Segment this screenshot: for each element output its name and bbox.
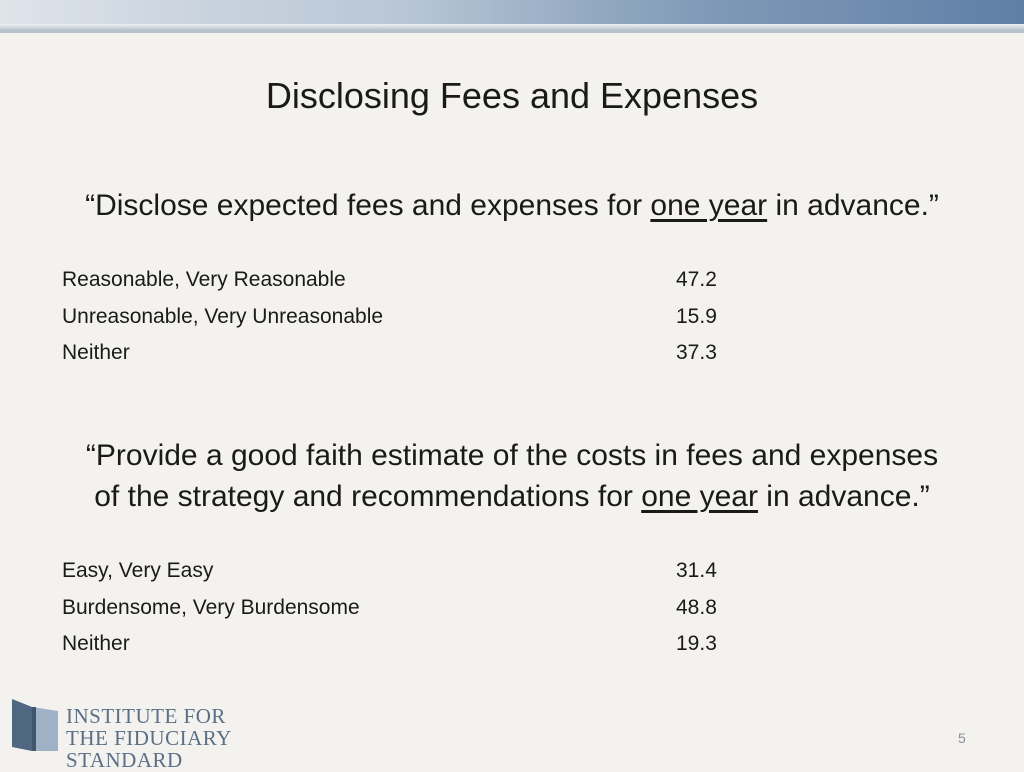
row-label: Neither (62, 341, 130, 365)
table-row: Burdensome, Very Burdensome 48.8 (62, 590, 782, 627)
row-label: Reasonable, Very Reasonable (62, 268, 346, 292)
row-value: 31.4 (676, 559, 717, 583)
row-value: 37.3 (676, 341, 717, 365)
page-number: 5 (958, 730, 966, 746)
table-row: Unreasonable, Very Unreasonable 15.9 (62, 299, 782, 336)
institute-logo: INSTITUTE FOR THE FIDUCIARY STANDARD (10, 695, 350, 771)
row-label: Neither (62, 632, 130, 656)
quote-line: of the strategy and recommendations for … (0, 476, 1024, 517)
results-table-disclose: Reasonable, Very Reasonable 47.2 Unreaso… (62, 262, 782, 372)
row-label: Easy, Very Easy (62, 559, 214, 583)
results-table-estimate: Easy, Very Easy 31.4 Burdensome, Very Bu… (62, 553, 782, 663)
row-label: Burdensome, Very Burdensome (62, 595, 360, 619)
top-banner (0, 0, 1024, 30)
quote-text: “Disclose expected fees and expenses for (85, 189, 651, 222)
logo-line: THE FIDUCIARY STANDARD (66, 726, 231, 772)
row-value: 15.9 (676, 304, 717, 328)
logo-wordmark: INSTITUTE FOR THE FIDUCIARY STANDARD (66, 705, 350, 771)
table-row: Easy, Very Easy 31.4 (62, 553, 782, 590)
table-row: Neither 37.3 (62, 335, 782, 372)
row-value: 48.8 (676, 595, 717, 619)
quote-emphasis: one year (641, 480, 758, 513)
table-row: Neither 19.3 (62, 626, 782, 663)
quote-emphasis: one year (650, 189, 768, 222)
banner-divider (0, 30, 1024, 33)
slide-title: Disclosing Fees and Expenses (265, 75, 759, 116)
quote-disclose-fees: “Disclose expected fees and expenses for… (0, 185, 1024, 226)
quote-text: in advance.” (757, 480, 930, 513)
quote-text: in advance.” (767, 189, 939, 222)
row-label: Unreasonable, Very Unreasonable (62, 304, 384, 328)
logo-line: INSTITUTE FOR (66, 704, 226, 728)
table-row: Reasonable, Very Reasonable 47.2 (62, 262, 782, 299)
quote-good-faith-estimate: “Provide a good faith estimate of the co… (0, 435, 1024, 517)
row-value: 19.3 (676, 632, 717, 656)
logo-mark-icon (12, 699, 58, 751)
row-value: 47.2 (676, 268, 717, 292)
quote-text: of the strategy and recommendations for (94, 480, 642, 513)
quote-line: “Provide a good faith estimate of the co… (85, 439, 939, 472)
